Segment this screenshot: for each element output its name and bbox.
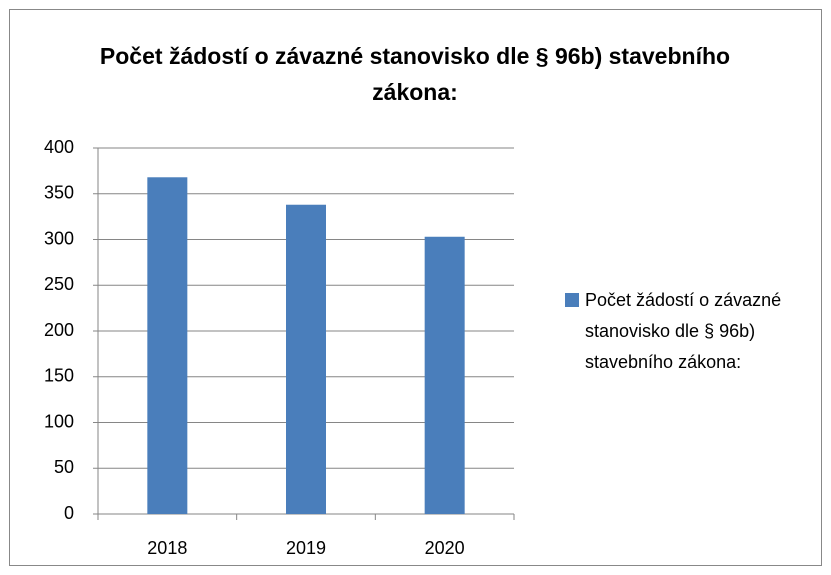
chart-border <box>9 9 822 566</box>
x-tick-label: 2019 <box>286 538 326 558</box>
bar <box>424 236 465 514</box>
chart-title: Počet žádostí o závazné stanovisko dle §… <box>99 43 731 105</box>
y-tick-label: 200 <box>44 320 74 340</box>
y-tick-label: 350 <box>44 183 74 203</box>
bar <box>147 177 188 514</box>
legend-swatch <box>565 293 579 307</box>
x-tick-label: 2020 <box>425 538 465 558</box>
y-tick-label: 100 <box>44 411 74 431</box>
x-tick-label: 2018 <box>147 538 187 558</box>
y-tick-label: 150 <box>44 366 74 386</box>
y-tick-label: 400 <box>44 137 74 157</box>
y-tick-label: 300 <box>44 228 74 248</box>
y-tick-label: 250 <box>44 274 74 294</box>
y-tick-label: 50 <box>54 457 74 477</box>
bar <box>286 204 326 515</box>
legend-label: Počet žádostí o závazné stanovisko dle §… <box>585 290 782 372</box>
y-tick-label: 0 <box>64 503 74 523</box>
